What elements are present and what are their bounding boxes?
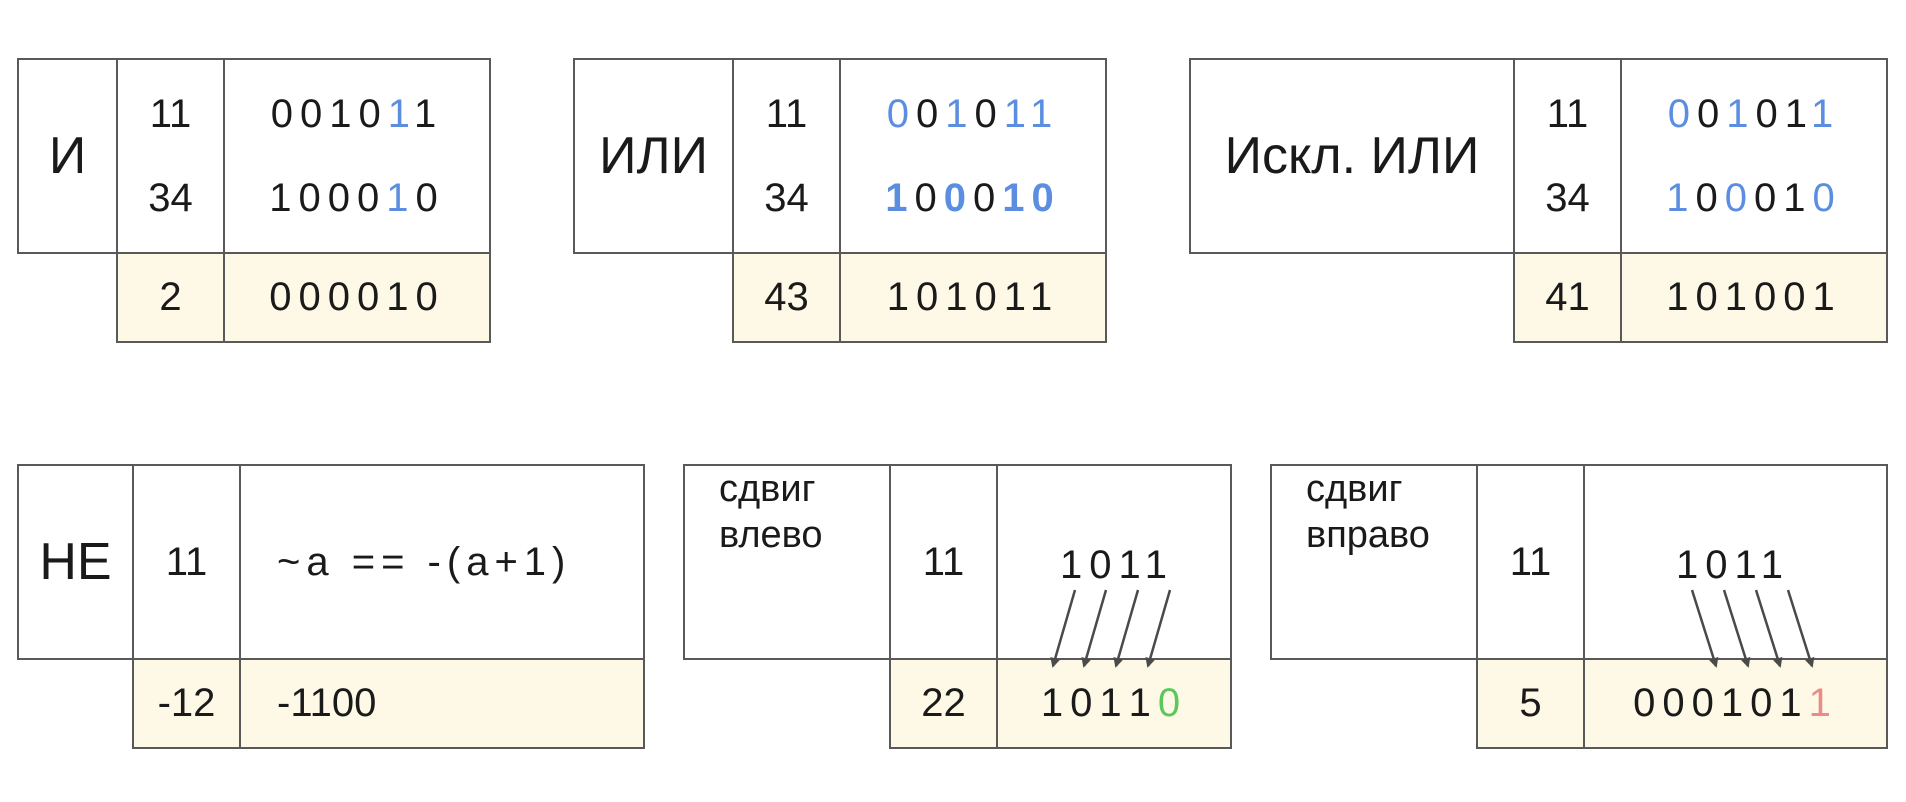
bit-4: 1: [1783, 176, 1813, 220]
bit-1: 0: [914, 176, 944, 220]
bit-4: 1: [1003, 92, 1031, 136]
shl-arrow-3: [1113, 589, 1140, 668]
or-operand-a: 11: [765, 92, 808, 136]
shr-arrow-4: [1786, 589, 1815, 668]
bit-2: 0: [943, 176, 973, 220]
bit-1: 0: [1696, 92, 1727, 136]
or-result-binary: 101011: [839, 252, 1107, 343]
bit-0: 1: [1040, 681, 1071, 725]
shl-operand-binary: 1011: [1060, 543, 1175, 587]
bit-0: 0: [886, 92, 916, 136]
xor-operand-a-bits: 001011: [1668, 72, 1841, 156]
bit-2: 0: [1724, 176, 1754, 220]
and-operands-binary: 001011 100010: [223, 58, 491, 254]
and-operator-label: И: [17, 58, 118, 254]
bit-3: 0: [358, 92, 388, 136]
not-operator-label: НЕ: [17, 464, 134, 660]
bit-3: 0: [974, 92, 1004, 136]
xor-operand-b-bits: 100010: [1666, 156, 1842, 240]
bit-0: 1: [269, 176, 299, 220]
bit-0: 0: [270, 92, 300, 136]
or-operand-b-bits: 100010: [885, 156, 1061, 240]
bit-3: 0: [357, 176, 387, 220]
xor-operand-a: 11: [1546, 92, 1589, 136]
shr-arrow-2: [1722, 589, 1751, 668]
not-result-binary: -1100: [239, 658, 645, 749]
shl-arrow-4: [1145, 589, 1172, 668]
shr-operator-line1: сдвиг: [1306, 468, 1403, 510]
bit-3: 1: [1128, 681, 1158, 725]
xor-operands-binary: 001011 100010: [1620, 58, 1888, 254]
bit-4: 1: [386, 176, 416, 220]
shr-operand-binary: 1011: [1676, 543, 1791, 587]
bit-0: 1: [1666, 176, 1696, 220]
bit-4: 1: [1002, 176, 1032, 220]
shr-arrow-1: [1690, 589, 1719, 668]
and-operand-a-bits: 001011: [271, 72, 444, 156]
bit-2: 0: [327, 176, 357, 220]
bit-1: 0: [915, 92, 946, 136]
or-operator-label: ИЛИ: [573, 58, 734, 254]
bit-5: 1: [1811, 92, 1841, 136]
shr-operand-decimal: 11: [1476, 464, 1585, 660]
bit-4: 1: [387, 92, 415, 136]
bit-2: 1: [1726, 92, 1756, 136]
bit-3: 1: [1720, 681, 1751, 725]
bit-1: 0: [298, 176, 328, 220]
shl-arrow-2: [1081, 589, 1108, 668]
bit-5: 1: [1030, 92, 1060, 136]
not-operand-decimal: 11: [132, 464, 241, 660]
shl-result-decimal: 22: [889, 658, 998, 749]
bit-2: 1: [329, 92, 359, 136]
or-operand-b: 34: [764, 176, 809, 220]
xor-operand-b: 34: [1545, 176, 1590, 220]
bit-2: 1: [945, 92, 975, 136]
xor-result-decimal: 41: [1513, 252, 1622, 343]
shl-operator-line1: сдвиг: [719, 468, 816, 510]
bit-1: 0: [1695, 176, 1725, 220]
shl-operator-line2: влево: [719, 514, 823, 556]
bit-1: 0: [299, 92, 330, 136]
bit-0: 0: [1667, 92, 1697, 136]
bit-3: 0: [973, 176, 1003, 220]
bit-5: 0: [1812, 176, 1842, 220]
xor-result-binary: 101001: [1620, 252, 1888, 343]
shl-operand-binary-cell: [996, 464, 1232, 660]
not-formula: ~a == -(a+1): [239, 464, 645, 660]
bit-1: 0: [1662, 681, 1692, 725]
bit-5: 1: [1779, 681, 1809, 725]
bit-5: 0: [415, 176, 445, 220]
and-result-binary: 000010: [223, 252, 491, 343]
bit-3: 0: [1755, 92, 1785, 136]
shl-operand-decimal: 11: [889, 464, 998, 660]
bit-1: 0: [1070, 681, 1100, 725]
or-operands-decimal: 11 34: [732, 58, 841, 254]
not-result-decimal: -12: [132, 658, 241, 749]
and-operand-a: 11: [149, 92, 192, 136]
bit-6: 1: [1808, 681, 1838, 725]
and-result-decimal: 2: [116, 252, 225, 343]
bit-4: 0: [1157, 681, 1188, 725]
bit-5: 0: [1031, 176, 1061, 220]
bit-4: 0: [1750, 681, 1780, 725]
bit-0: 0: [1633, 681, 1663, 725]
bit-5: 1: [414, 92, 444, 136]
bit-2: 0: [1691, 681, 1721, 725]
or-operand-a-bits: 001011: [887, 72, 1060, 156]
shr-arrow-3: [1754, 589, 1783, 668]
shr-result-decimal: 5: [1476, 658, 1585, 749]
or-result-decimal: 43: [732, 252, 841, 343]
bit-2: 1: [1099, 681, 1129, 725]
and-operand-b: 34: [148, 176, 193, 220]
shl-arrow-1: [1050, 589, 1077, 668]
bit-0: 1: [885, 176, 915, 220]
shr-operator-line2: вправо: [1306, 514, 1430, 556]
xor-operator-label: Искл. ИЛИ: [1189, 58, 1515, 254]
bit-3: 0: [1754, 176, 1784, 220]
bit-4: 1: [1784, 92, 1812, 136]
and-operand-b-bits: 100010: [269, 156, 445, 240]
